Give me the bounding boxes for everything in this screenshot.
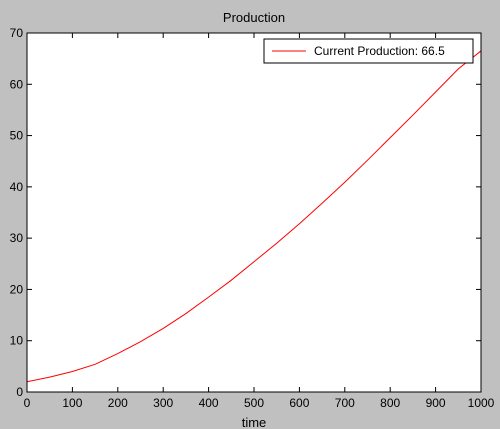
y-tick-label: 60: [10, 77, 24, 91]
y-tick-label: 50: [10, 129, 24, 143]
x-tick-label: 900: [426, 396, 446, 410]
x-tick-label: 1000: [468, 396, 495, 410]
x-tick-label: 800: [380, 396, 400, 410]
legend: Current Production: 66.5: [263, 38, 474, 64]
x-tick-label: 600: [289, 396, 309, 410]
plot-area: [27, 33, 481, 392]
x-tick-label: 400: [199, 396, 219, 410]
chart-title: Production: [223, 10, 285, 25]
ticks-layer: 0 100 200 300 400 500 600 700 800 900 1000 0 10 20 30 4…: [10, 26, 495, 410]
y-tick-label: 30: [10, 231, 24, 245]
x-tick-label: 0: [24, 396, 31, 410]
x-axis-label: time: [242, 415, 267, 429]
plot-frame: [26, 32, 482, 393]
x-tick-label: 100: [62, 396, 82, 410]
x-tick-label: 700: [335, 396, 355, 410]
y-tick-label: 70: [10, 26, 24, 40]
y-tick-label: 10: [10, 334, 24, 348]
y-tick-label: 40: [10, 180, 24, 194]
series-line: [26, 50, 482, 383]
x-tick-label: 500: [244, 396, 264, 410]
x-tick-label: 200: [108, 396, 128, 410]
legend-entry: Current Production: 66.5: [314, 44, 445, 58]
series-layer: [26, 50, 482, 383]
y-tick-label: 0: [16, 385, 23, 399]
y-tick-label: 20: [10, 282, 24, 296]
x-tick-label: 300: [153, 396, 173, 410]
